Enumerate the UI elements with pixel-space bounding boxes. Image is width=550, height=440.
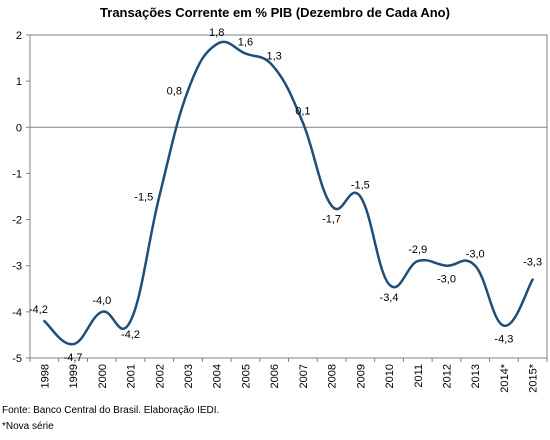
x-tick-label: 2002 <box>154 364 166 388</box>
y-axis: 2 1 0 -1 -2 -3 -4 -5 <box>12 30 30 365</box>
x-tick-label: 2008 <box>327 364 339 388</box>
x-tick-label: 2014* <box>499 363 511 392</box>
x-tick-label: 2007 <box>298 364 310 388</box>
x-tick-label: 2012 <box>441 364 453 388</box>
source-note: Fonte: Banco Central do Brasil. Elaboraç… <box>2 405 220 416</box>
line-chart: 2 1 0 -1 -2 -3 -4 -5 1998 1999 2000 2001 2002 2003 20… <box>12 27 548 393</box>
data-label: 1,6 <box>238 36 253 48</box>
y-tick-label: -1 <box>12 168 22 180</box>
data-label: -4,2 <box>121 329 140 341</box>
x-tick-label: 2015* <box>528 363 540 392</box>
y-tick-label: -5 <box>12 353 22 365</box>
x-tick-label: 2005 <box>240 364 252 388</box>
data-label: 0,1 <box>295 106 310 118</box>
chart-title: Transações Corrente em % PIB (Dezembro d… <box>100 5 450 20</box>
data-label: -1,5 <box>134 192 153 204</box>
y-tick-label: -4 <box>12 307 22 319</box>
x-tick-label: 2009 <box>355 364 367 388</box>
data-label: 1,3 <box>266 50 281 62</box>
y-tick-label: 0 <box>16 122 22 134</box>
data-label: -4,3 <box>494 334 513 346</box>
x-tick-label: 2013 <box>470 364 482 388</box>
x-tick-label: 2011 <box>413 364 425 388</box>
data-label: 0,8 <box>167 85 182 97</box>
data-label: -3,4 <box>380 292 399 304</box>
x-tick-label: 2010 <box>384 364 396 388</box>
data-label: -4,2 <box>29 304 48 316</box>
data-label: -4,0 <box>92 295 111 307</box>
data-label: -3,3 <box>523 257 542 269</box>
series-note: *Nova série <box>2 421 54 432</box>
x-tick-label: 1998 <box>39 364 51 388</box>
plot-area-frame <box>29 34 548 359</box>
y-tick-label: 2 <box>16 30 22 42</box>
data-label: 1,8 <box>209 27 224 39</box>
data-label: -3,0 <box>437 274 456 286</box>
data-label: -1,5 <box>351 180 370 192</box>
data-labels: -4,2 -4,7 -4,0 -4,2 -1,5 0,8 1,8 1,6 1,3 0,1 -1,7 -… <box>29 27 542 364</box>
x-tick-label: 2006 <box>269 364 281 388</box>
x-tick-label: 1999 <box>68 364 80 388</box>
data-label: -4,7 <box>64 352 83 364</box>
series-line <box>43 40 534 346</box>
data-label: -2,9 <box>408 244 427 256</box>
y-tick-label: -2 <box>12 215 22 227</box>
x-axis: 1998 1999 2000 2001 2002 2003 2004 2005 2006 2007… <box>29 358 548 393</box>
data-label: -1,7 <box>322 214 341 226</box>
x-tick-label: 2001 <box>126 364 138 388</box>
x-tick-label: 2003 <box>183 364 195 388</box>
data-label: -3,0 <box>466 249 485 261</box>
x-tick-label: 2000 <box>97 364 109 388</box>
x-tick-label: 2004 <box>212 364 224 388</box>
y-tick-label: 1 <box>16 76 22 88</box>
y-tick-label: -3 <box>12 261 22 273</box>
